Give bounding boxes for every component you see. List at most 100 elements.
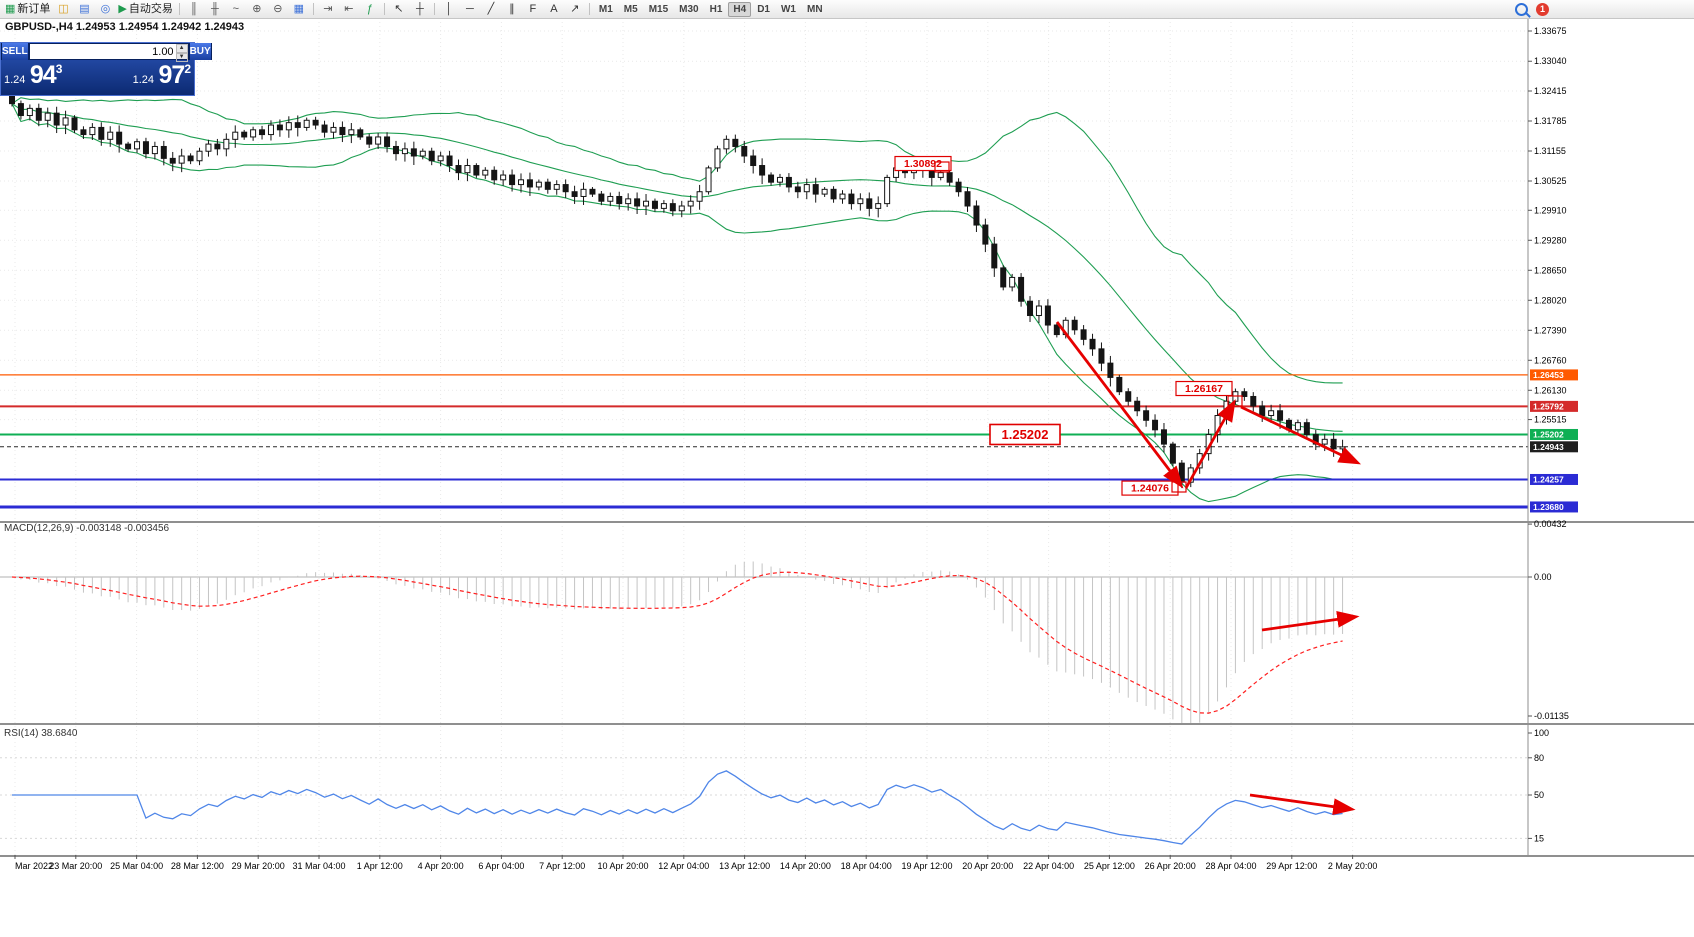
bar-chart-icon[interactable]: ║: [184, 2, 204, 17]
line-chart-icon[interactable]: ~: [226, 2, 246, 17]
notification-badge[interactable]: 1: [1536, 2, 1549, 16]
zoom-out-icon[interactable]: ⊖: [268, 2, 288, 17]
timeframe-mn-button[interactable]: MN: [806, 3, 823, 15]
candlestick-chart-icon-glyph: ╫: [210, 2, 219, 15]
svg-text:50: 50: [1534, 790, 1544, 800]
svg-text:31 Mar 04:00: 31 Mar 04:00: [292, 861, 345, 871]
svg-text:7 Apr 12:00: 7 Apr 12:00: [539, 861, 585, 871]
toolbar-separator: [433, 3, 435, 15]
arrows-icon-glyph: ↗: [570, 2, 580, 15]
search-icon[interactable]: [1515, 2, 1528, 16]
buy-price-big: 97: [158, 61, 186, 89]
tile-windows-icon-glyph: ▦: [293, 2, 305, 15]
market-watch-icon[interactable]: ▤: [74, 2, 94, 17]
svg-text:1.33040: 1.33040: [1534, 56, 1567, 66]
vertical-line-icon[interactable]: │: [439, 2, 459, 17]
crosshair-icon[interactable]: ┼: [410, 2, 430, 17]
timeframe-m30-button[interactable]: M30: [679, 3, 699, 15]
timeframe-d1-button[interactable]: D1: [757, 3, 770, 15]
main-toolbar: ▦ 新订单 ◫ ▤ ◎ ▶ 自动交易 ║ ╫ ~ ⊕ ⊖ ▦ ⇥ ⇤ ƒ ↖ ┼ │ ─ ╱ ∥ F A ↗ M1 M5 M15 M30…: [0, 0, 1694, 19]
timeframe-m5-button[interactable]: M5: [623, 3, 638, 15]
cursor-icon[interactable]: ↖: [389, 2, 409, 17]
svg-text:20 Apr 20:00: 20 Apr 20:00: [962, 861, 1013, 871]
price-chart[interactable]: 1.33675 1.33040 1.32415 1.31785 1.31155 1.305…: [0, 18, 1694, 878]
text-icon-glyph: A: [550, 2, 558, 15]
macd-indicator-header: MACD(12,26,9) -0.003148 -0.003456: [4, 523, 170, 534]
svg-text:1 Apr 12:00: 1 Apr 12:00: [357, 861, 403, 871]
sell-price-big: 94: [29, 61, 57, 89]
trendline-icon[interactable]: ╱: [481, 2, 501, 17]
rsi-indicator-header: RSI(14) 38.6840: [4, 728, 78, 739]
candlestick-chart-icon[interactable]: ╫: [205, 2, 225, 17]
auto-scroll-icon[interactable]: ⇥: [318, 2, 338, 17]
buy-price-prefix: 1.24: [132, 74, 155, 86]
svg-text:1.33675: 1.33675: [1534, 26, 1567, 36]
svg-text:13 Apr 12:00: 13 Apr 12:00: [719, 861, 770, 871]
rsi-axis: 100 80 50 15: [1528, 728, 1549, 843]
svg-text:15: 15: [1534, 833, 1544, 843]
svg-text:10 Apr 20:00: 10 Apr 20:00: [597, 861, 648, 871]
buy-button[interactable]: BUY: [188, 43, 212, 60]
channel-icon[interactable]: ∥: [502, 2, 522, 17]
buy-price[interactable]: 1.24 972: [98, 60, 195, 95]
svg-text:1.28650: 1.28650: [1534, 265, 1567, 275]
auto-trading-button-label: 自动交易: [128, 2, 173, 15]
volume-input[interactable]: [29, 44, 176, 59]
svg-text:28 Mar 12:00: 28 Mar 12:00: [171, 861, 224, 871]
new-order-glyph: ▦: [5, 2, 16, 15]
svg-text:1.26167: 1.26167: [1185, 383, 1223, 395]
svg-text:1.25202: 1.25202: [1533, 430, 1564, 440]
zoom-in-icon-glyph: ⊕: [252, 2, 262, 15]
toolbar-separator: [312, 3, 314, 15]
text-icon[interactable]: A: [544, 2, 564, 17]
channel-icon-glyph: ∥: [509, 2, 515, 15]
timeframe-w1-button[interactable]: W1: [780, 3, 796, 15]
volume-up-button[interactable]: ▲: [175, 44, 188, 53]
cursor-icon-glyph: ↖: [394, 2, 404, 15]
sell-button[interactable]: SELL: [1, 43, 29, 60]
horizontal-line-icon[interactable]: ─: [460, 2, 480, 17]
timeframe-m15-button[interactable]: M15: [648, 3, 669, 15]
auto-trading-glyph: ▶: [118, 2, 127, 15]
svg-text:1.24257: 1.24257: [1533, 475, 1564, 485]
chart-window-icon[interactable]: ◫: [53, 2, 73, 17]
timeframe-h1-button[interactable]: H1: [709, 3, 723, 15]
volume-down-button[interactable]: ▼: [175, 53, 188, 62]
new-order-button[interactable]: ▦ 新订单: [3, 2, 52, 17]
svg-text:14 Apr 20:00: 14 Apr 20:00: [780, 861, 831, 871]
svg-text:-0.01135: -0.01135: [1534, 711, 1569, 721]
vertical-line-icon-glyph: │: [445, 2, 453, 15]
sell-price[interactable]: 1.24 943: [1, 60, 98, 95]
svg-text:80: 80: [1534, 753, 1544, 763]
svg-text:1.27390: 1.27390: [1534, 325, 1567, 335]
svg-text:1.26453: 1.26453: [1533, 370, 1564, 380]
svg-text:1.30525: 1.30525: [1534, 176, 1567, 186]
fibonacci-icon[interactable]: F: [523, 2, 543, 17]
arrows-icon[interactable]: ↗: [565, 2, 585, 17]
horizontal-line-icon-glyph: ─: [465, 2, 474, 15]
chart-shift-icon[interactable]: ⇤: [339, 2, 359, 17]
macd-axis: 0.00432 0.00 -0.01135: [1528, 519, 1569, 721]
auto-scroll-icon-glyph: ⇥: [323, 2, 333, 15]
svg-text:0.00: 0.00: [1534, 572, 1552, 582]
svg-text:1.29280: 1.29280: [1534, 235, 1567, 245]
svg-text:25 Mar 04:00: 25 Mar 04:00: [110, 861, 163, 871]
refresh-icon[interactable]: ◎: [95, 2, 115, 17]
sell-price-sup: 3: [55, 62, 63, 76]
line-chart-icon-glyph: ~: [232, 2, 240, 15]
svg-text:18 Apr 04:00: 18 Apr 04:00: [841, 861, 892, 871]
quote-header: GBPUSD-,H4 1.24953 1.24954 1.24942 1.249…: [5, 21, 245, 33]
timeframe-m1-button[interactable]: M1: [598, 3, 613, 15]
chart-shift-icon-glyph: ⇤: [344, 2, 354, 15]
indicators-icon[interactable]: ƒ: [360, 2, 380, 17]
svg-text:23 Mar 20:00: 23 Mar 20:00: [49, 861, 102, 871]
auto-trading-button[interactable]: ▶ 自动交易: [116, 2, 174, 17]
new-order-button-label: 新订单: [17, 2, 51, 15]
tile-windows-icon[interactable]: ▦: [289, 2, 309, 17]
zoom-in-icon[interactable]: ⊕: [247, 2, 267, 17]
svg-text:100: 100: [1534, 728, 1549, 738]
grid: [0, 18, 1528, 855]
timeframe-h4-button[interactable]: H4: [728, 1, 752, 17]
refresh-icon-glyph: ◎: [100, 2, 111, 15]
svg-text:1.23680: 1.23680: [1533, 502, 1564, 512]
